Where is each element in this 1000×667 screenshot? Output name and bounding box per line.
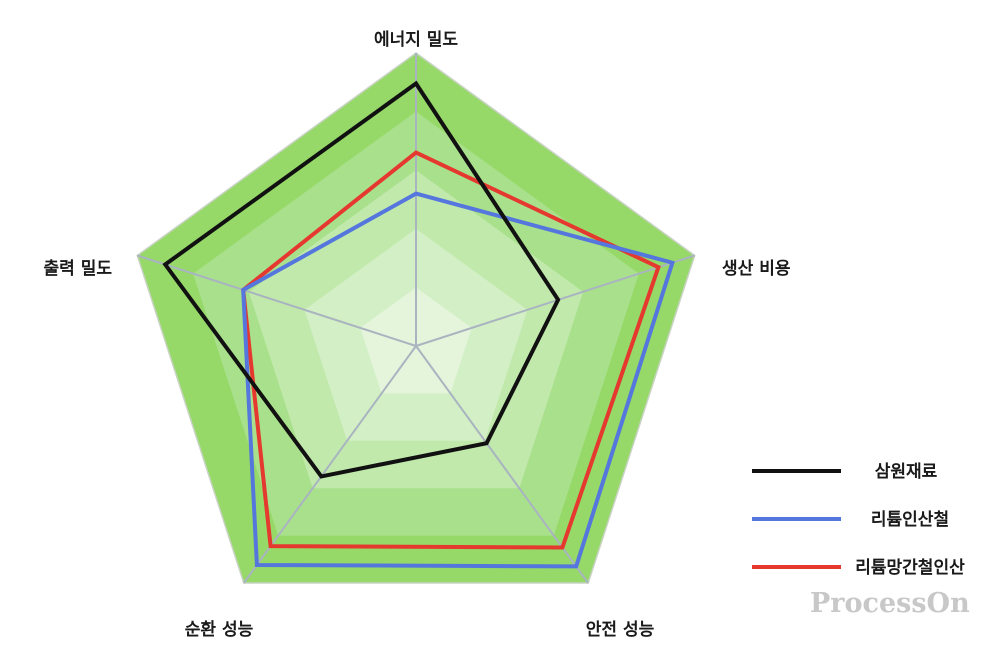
- radar-spoke-1: [415, 254, 696, 347]
- axis-label-energy-density: 에너지 밀도: [374, 29, 458, 50]
- legend-label-ternary: 삼원재료: [875, 462, 938, 482]
- legend: 삼원재료 리튬인산철 리튬망간철인산: [752, 462, 965, 578]
- series-ternary-line: [162, 80, 561, 479]
- axis-labels: 에너지 밀도 생산 비용 안전 성능 순환 성능 출력 밀도: [44, 29, 791, 640]
- legend-label-lfp: 리튬인산철: [871, 510, 949, 530]
- axis-label-cycle-performance: 순환 성능: [185, 620, 254, 640]
- radar-spoke-2: [415, 345, 590, 584]
- radar-spoke-3: [242, 345, 417, 584]
- processon-watermark: ProcessOn: [810, 588, 970, 619]
- radar-spokes: [136, 53, 696, 584]
- radar-spoke-4: [136, 254, 417, 347]
- radar-series: [162, 80, 675, 569]
- axis-label-safety: 안전 성능: [586, 620, 655, 640]
- axis-label-production-cost: 생산 비용: [722, 259, 791, 279]
- series-lfp-line: [241, 191, 675, 569]
- legend-label-lmfp: 리튬망간철인산: [855, 558, 965, 578]
- axis-label-power-density: 출력 밀도: [44, 258, 113, 279]
